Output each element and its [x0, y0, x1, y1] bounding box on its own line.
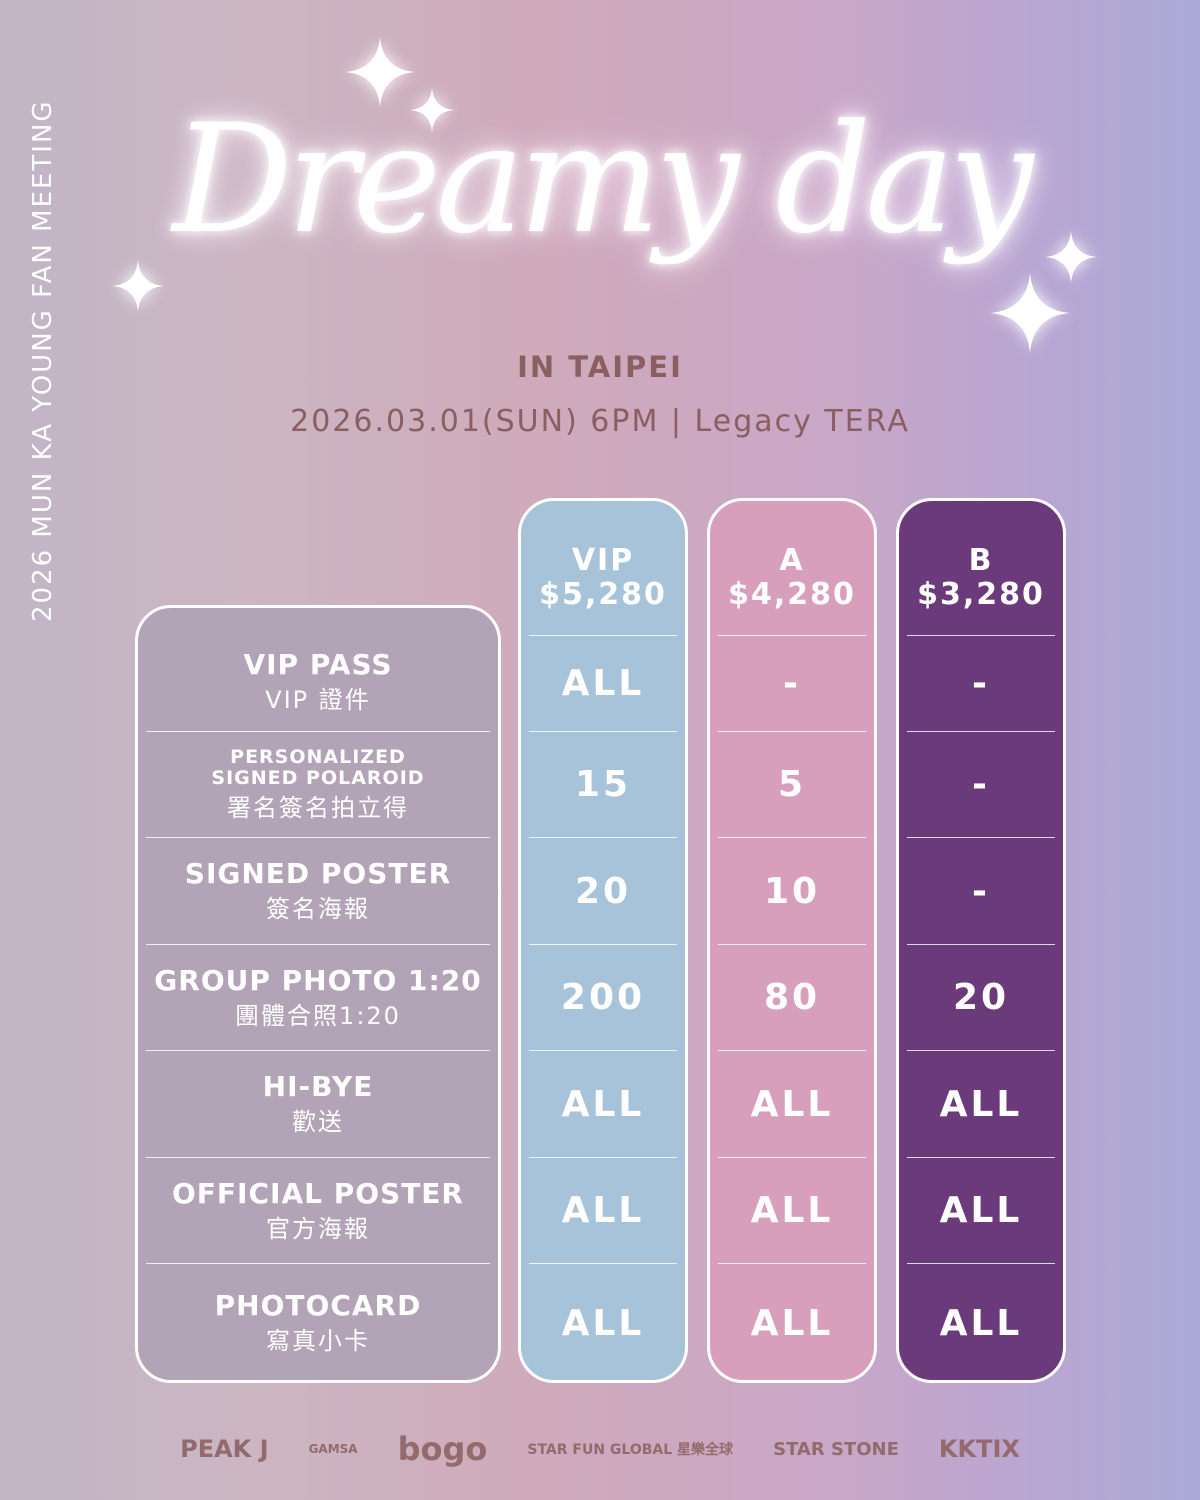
tier-cell-value: 80	[763, 977, 821, 1018]
tier-cell: 10	[718, 838, 866, 945]
tier-b-column: B $3,280 - - - 20 ALL ALL ALL	[896, 498, 1066, 1383]
tier-cell-value: ALL	[561, 1190, 645, 1231]
tier-cell: 20	[907, 945, 1055, 1051]
benefit-row: HI-BYE 歡送	[146, 1051, 490, 1158]
tier-name: A	[779, 543, 805, 578]
benefit-row: GROUP PHOTO 1:20 團體合照1:20	[146, 945, 490, 1051]
city: IN TAIPEI	[517, 350, 683, 384]
tier-cell-value: 15	[574, 764, 632, 805]
sponsor-logo: bogo	[397, 1430, 488, 1468]
tier-cell: ALL	[718, 1051, 866, 1158]
benefit-name-zh: 寫真小卡	[266, 1327, 370, 1355]
tier-price: $5,280	[539, 577, 667, 612]
sponsor-logo: KKTIX	[938, 1435, 1020, 1463]
tier-name: B	[968, 543, 994, 578]
sponsor-logo: STAR STONE	[773, 1438, 899, 1460]
benefit-row: OFFICIAL POSTER 官方海報	[146, 1158, 490, 1264]
tier-cell: 15	[529, 732, 677, 838]
sponsor-logo: PEAK J	[180, 1435, 269, 1463]
date-venue: 2026.03.01(SUN) 6PM | Legacy TERA	[290, 404, 910, 439]
tier-cell: -	[907, 732, 1055, 838]
tier-cell: ALL	[529, 1158, 677, 1264]
tier-a-column: A $4,280 - 5 10 80 ALL ALL ALL	[707, 498, 877, 1383]
tier-cell-value: ALL	[750, 1302, 834, 1344]
tier-cell-value: ALL	[750, 1190, 834, 1231]
tier-header: B $3,280	[907, 501, 1055, 636]
tier-vip-column: VIP $5,280 ALL 15 20 200 ALL ALL ALL	[518, 498, 688, 1383]
tier-cell: ALL	[907, 1158, 1055, 1264]
sparkle-icon	[112, 260, 164, 312]
tier-cell-value: ALL	[750, 1083, 834, 1125]
tier-price: $4,280	[728, 577, 856, 612]
benefit-row: PERSONALIZED SIGNED POLAROID 署名簽名拍立得	[146, 732, 490, 838]
poster-title: Dreamy day	[172, 93, 1033, 267]
tier-cell-value: 5	[777, 764, 807, 805]
benefit-name-en: HI-BYE	[262, 1070, 374, 1103]
sponsor-logos: PEAK J GAMSA bogo STAR FUN GLOBAL 星樂全球 STAR …	[0, 1430, 1200, 1468]
tier-header: A $4,280	[718, 501, 866, 636]
tier-cell: 200	[529, 945, 677, 1051]
tier-cell: -	[907, 636, 1055, 732]
tier-cell-value: 20	[574, 870, 632, 912]
tier-cell-value: ALL	[561, 1083, 645, 1125]
tier-cell: ALL	[907, 1051, 1055, 1158]
sparkle-icon	[990, 273, 1070, 353]
tier-cell: -	[907, 838, 1055, 945]
sponsor-logo: GAMSA	[308, 1442, 358, 1456]
tier-cell: ALL	[907, 1264, 1055, 1380]
benefit-name-zh: 歡送	[292, 1108, 344, 1136]
tier-cell-value: ALL	[939, 1083, 1023, 1125]
tier-cell: ALL	[529, 1264, 677, 1380]
benefit-row: SIGNED POSTER 簽名海報	[146, 838, 490, 945]
benefit-name-zh: 簽名海報	[266, 895, 370, 923]
sparkle-icon	[1045, 231, 1097, 283]
tier-cell: ALL	[718, 1158, 866, 1264]
tier-cell: ALL	[529, 1051, 677, 1158]
tier-cell-value: -	[972, 764, 990, 805]
sparkle-icon	[345, 37, 415, 107]
tier-cell-value: -	[783, 663, 801, 704]
benefit-name-en: VIP PASS	[243, 647, 393, 681]
tier-cell-value: 20	[952, 977, 1010, 1018]
benefit-row: PHOTOCARD 寫真小卡	[146, 1264, 490, 1380]
benefit-name-en: PHOTOCARD	[214, 1289, 422, 1322]
benefit-name-zh: 署名簽名拍立得	[227, 793, 409, 822]
tier-cell: 80	[718, 945, 866, 1051]
tier-header: VIP $5,280	[529, 501, 677, 636]
tier-cell: 20	[529, 838, 677, 945]
tier-cell-value: ALL	[939, 1190, 1023, 1231]
tier-cell: ALL	[529, 636, 677, 732]
sparkle-icon	[410, 88, 454, 132]
tier-cell-value: 200	[560, 977, 646, 1018]
benefit-row: VIP PASS VIP 證件	[146, 632, 490, 732]
benefit-name-en: PERSONALIZED SIGNED POLAROID	[211, 745, 425, 789]
benefit-name-en: GROUP PHOTO 1:20	[154, 963, 482, 997]
sponsor-logo: STAR FUN GLOBAL 星樂全球	[527, 1442, 734, 1458]
benefit-labels-panel: VIP PASS VIP 證件 PERSONALIZED SIGNED POLARO…	[135, 605, 501, 1383]
tier-cell: -	[718, 636, 866, 732]
tier-cell-value: ALL	[561, 663, 645, 704]
tier-cell-value: 10	[763, 870, 821, 912]
tier-cell-value: -	[972, 870, 990, 912]
tier-cell-value: ALL	[939, 1302, 1023, 1344]
tier-cell-value: ALL	[561, 1302, 645, 1344]
benefit-name-zh: VIP 證件	[265, 685, 371, 714]
tier-price: $3,280	[917, 577, 1045, 612]
benefit-name-en: OFFICIAL POSTER	[172, 1176, 464, 1210]
benefit-name-zh: 團體合照1:20	[235, 1001, 401, 1030]
benefit-name-en: SIGNED POSTER	[184, 857, 452, 890]
benefit-name-zh: 官方海報	[266, 1214, 370, 1243]
tier-cell-value: -	[972, 663, 990, 704]
tier-cell: ALL	[718, 1264, 866, 1380]
tier-cell: 5	[718, 732, 866, 838]
side-event-title: 2026 MUN KA YOUNG FAN MEETING	[28, 99, 58, 622]
tier-name: VIP	[571, 543, 635, 578]
